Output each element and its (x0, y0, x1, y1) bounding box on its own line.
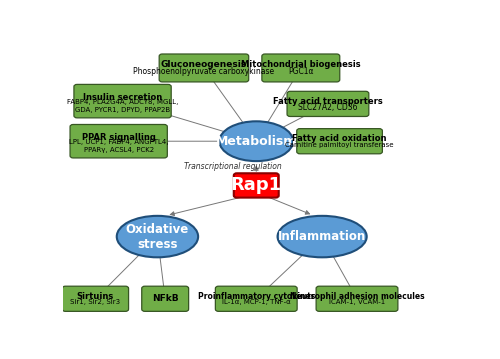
Text: IL-1α, MCP-1, TNF-α: IL-1α, MCP-1, TNF-α (222, 299, 290, 305)
Text: Sirtuins: Sirtuins (77, 292, 114, 300)
Text: Oxidative
stress: Oxidative stress (126, 223, 189, 251)
FancyBboxPatch shape (296, 129, 382, 154)
FancyBboxPatch shape (70, 125, 168, 158)
FancyBboxPatch shape (62, 286, 128, 311)
Text: Rap1: Rap1 (230, 176, 282, 195)
Text: Transcriptional regulation: Transcriptional regulation (184, 162, 282, 171)
FancyBboxPatch shape (234, 173, 278, 197)
Ellipse shape (117, 216, 198, 257)
Ellipse shape (220, 121, 293, 161)
FancyBboxPatch shape (74, 84, 171, 118)
Ellipse shape (278, 216, 366, 257)
Text: SLC27A2, CD36: SLC27A2, CD36 (298, 103, 358, 112)
FancyBboxPatch shape (287, 91, 369, 116)
Text: Proinflammatory cytokines: Proinflammatory cytokines (198, 292, 315, 300)
Text: Phosphoenolpyruvate carboxykinase: Phosphoenolpyruvate carboxykinase (134, 67, 274, 76)
Text: PGC1α: PGC1α (288, 67, 314, 76)
Text: Mitochondrial biogenesis: Mitochondrial biogenesis (241, 60, 360, 69)
FancyBboxPatch shape (216, 286, 297, 311)
FancyBboxPatch shape (316, 286, 398, 311)
Text: Fatty acid oxidation: Fatty acid oxidation (292, 134, 387, 143)
Text: Inflammation: Inflammation (278, 230, 366, 243)
FancyBboxPatch shape (159, 54, 248, 82)
Text: Carnitine palmitoyl transferase: Carnitine palmitoyl transferase (286, 142, 394, 148)
Text: Gluconeogenesis: Gluconeogenesis (161, 60, 247, 69)
Text: Insulin secretion: Insulin secretion (83, 93, 162, 102)
FancyBboxPatch shape (142, 286, 188, 311)
Text: Metabolism: Metabolism (216, 135, 297, 148)
Text: NFkB: NFkB (152, 294, 178, 303)
Text: Neutrophil adhesion molecules: Neutrophil adhesion molecules (290, 292, 424, 300)
Text: FABP4, PLA2G4A, ADCY8, MGLL,
GDA, PYCR1, DPYD, PPAP2B: FABP4, PLA2G4A, ADCY8, MGLL, GDA, PYCR1,… (67, 99, 178, 113)
Text: Fatty acid transporters: Fatty acid transporters (273, 97, 383, 106)
Text: LPL, UCP1, FABP4, ANGPTL4,
PPARγ, ACSL4, PCK2: LPL, UCP1, FABP4, ANGPTL4, PPARγ, ACSL4,… (69, 139, 168, 153)
Text: PPAR signalling: PPAR signalling (82, 133, 156, 142)
Text: ICAM-1, VCAM-1: ICAM-1, VCAM-1 (329, 299, 385, 305)
FancyBboxPatch shape (262, 54, 340, 82)
Text: Sir1, Sir2, Sir3: Sir1, Sir2, Sir3 (70, 299, 120, 305)
